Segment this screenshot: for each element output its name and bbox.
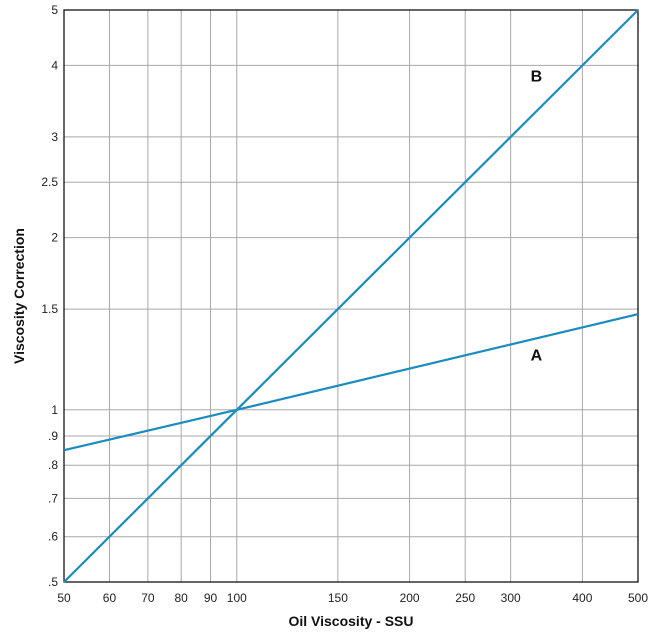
y-tick-label: 1.5 [41, 302, 58, 316]
x-tick-label: 200 [400, 591, 420, 605]
y-tick-label: 2 [51, 231, 58, 245]
y-tick-label: 5 [51, 3, 58, 17]
y-axis-title: Viscosity Correction [11, 228, 27, 364]
series-annotations: AB [531, 68, 543, 364]
x-tick-label: 400 [572, 591, 592, 605]
y-tick-label: .9 [48, 429, 58, 443]
x-tick-label: 50 [57, 591, 71, 605]
y-tick-label: 1 [51, 403, 58, 417]
y-tick-label: 3 [51, 130, 58, 144]
x-tick-label: 150 [328, 591, 348, 605]
x-tick-label: 60 [103, 591, 117, 605]
x-tick-label: 300 [501, 591, 521, 605]
x-axis-title: Oil Viscosity - SSU [288, 613, 413, 629]
series-label-b: B [531, 68, 543, 85]
y-tick-label: 2.5 [41, 175, 58, 189]
y-tick-label: 4 [51, 58, 58, 72]
x-tick-label: 100 [227, 591, 247, 605]
y-tick-label: .7 [48, 491, 58, 505]
x-tick-label: 500 [628, 591, 648, 605]
x-tick-label: 70 [141, 591, 155, 605]
plot-frame [63, 9, 639, 583]
series-label-a: A [531, 347, 543, 364]
series-line-b [63, 9, 639, 583]
y-tick-labels: .5 .6 .7 .8 .9 1 1.5 2 2.5 3 4 5 [41, 3, 58, 589]
y-tick-label: .8 [48, 458, 58, 472]
x-tick-label: 250 [455, 591, 475, 605]
x-tick-label: 90 [204, 591, 218, 605]
y-tick-label: .6 [48, 530, 58, 544]
x-tick-labels: 50 60 70 80 90 100 150 200 250 300 400 500 [57, 591, 648, 605]
y-tick-label: .5 [48, 575, 58, 589]
x-tick-label: 80 [174, 591, 188, 605]
series-lines [63, 9, 639, 583]
series-line-a [63, 313, 639, 452]
